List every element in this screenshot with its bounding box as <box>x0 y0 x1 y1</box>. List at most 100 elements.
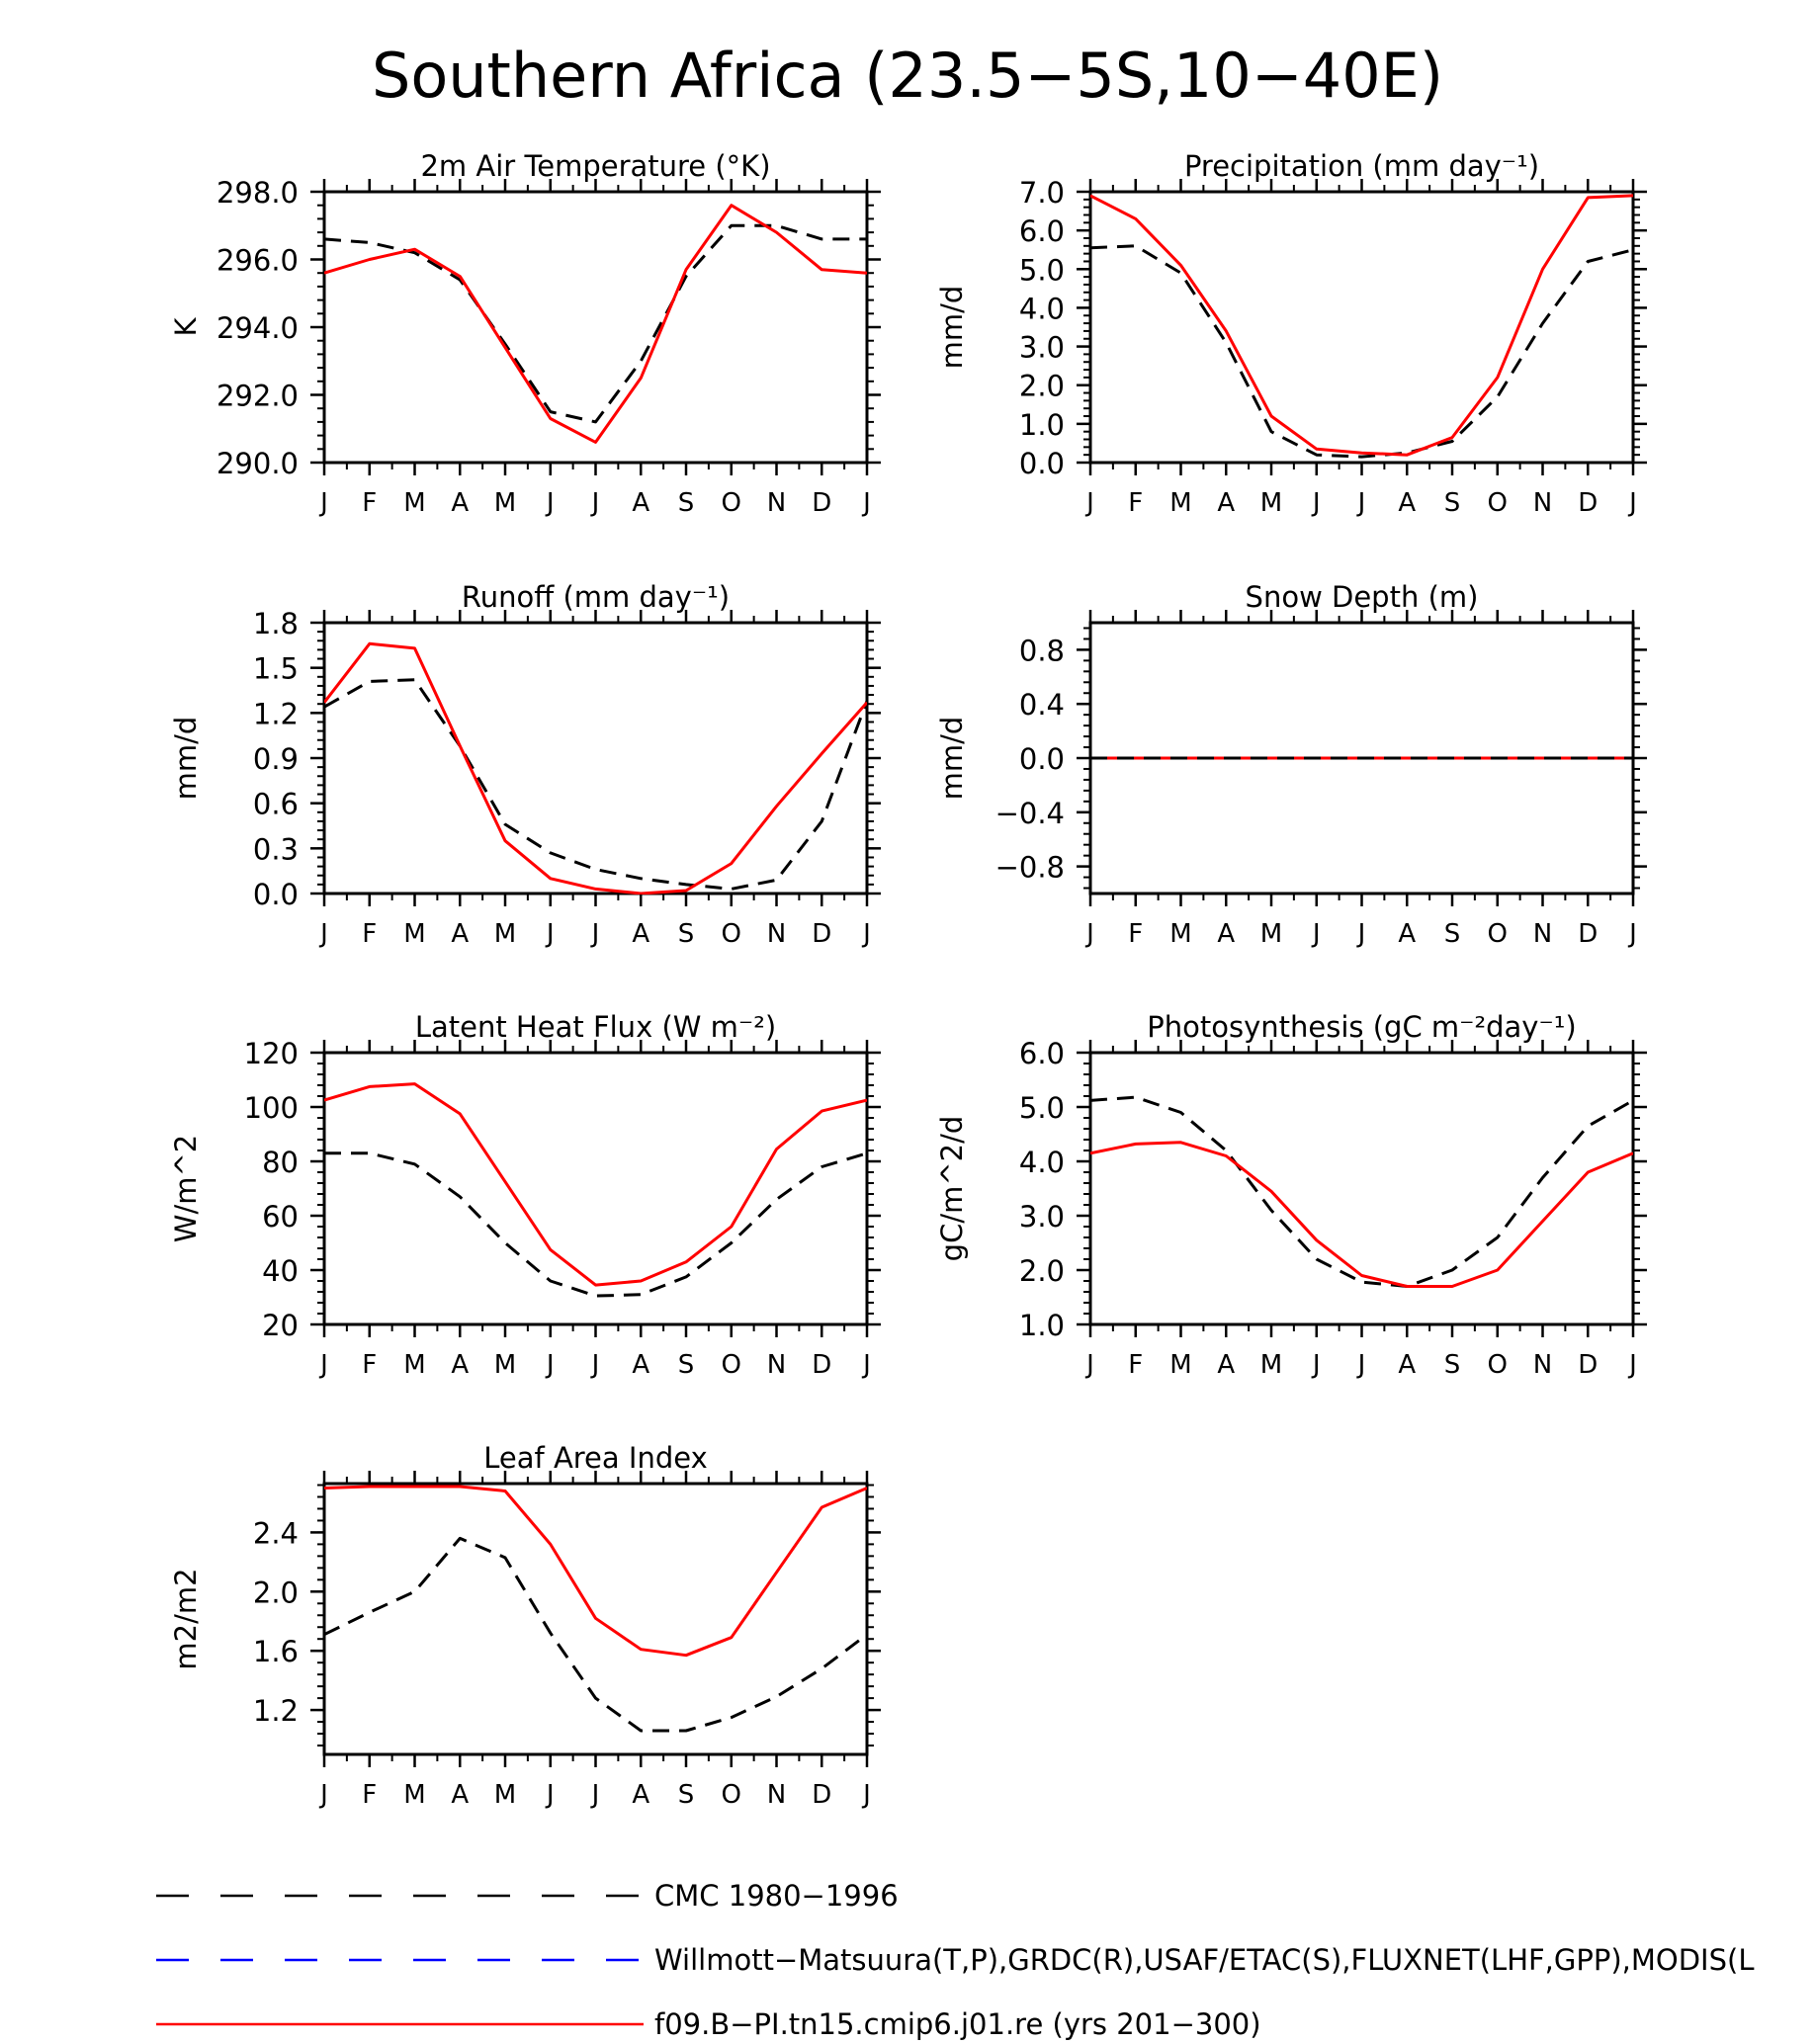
x-tick-label: J <box>1084 1350 1094 1380</box>
x-tick-label: N <box>767 488 786 518</box>
x-tick-label: J <box>861 1350 871 1380</box>
x-tick-label: O <box>722 488 741 518</box>
x-tick-label: F <box>1128 1350 1143 1380</box>
x-tick-label: O <box>1488 1350 1508 1380</box>
y-axis-label: W/m^2 <box>169 1135 203 1242</box>
x-tick-label: M <box>403 488 425 518</box>
y-axis-label: mm/d <box>169 717 203 801</box>
figure-title: Southern Africa (23.5−5S,10−40E) <box>372 40 1443 112</box>
x-tick-label: M <box>494 1350 516 1380</box>
y-axis-label: mm/d <box>935 286 969 370</box>
y-tick-label: 0.9 <box>253 742 299 776</box>
y-tick-label: 3.0 <box>1019 1200 1065 1234</box>
x-tick-label: F <box>362 1780 377 1810</box>
x-tick-label: S <box>678 1780 695 1810</box>
panel-title: Latent Heat Flux (W m⁻²) <box>415 1010 776 1044</box>
x-tick-label: A <box>1217 919 1235 949</box>
y-tick-label: 290.0 <box>216 447 299 480</box>
plot-frame <box>1088 190 1635 465</box>
x-tick-label: F <box>362 919 377 949</box>
y-tick-label: 1.6 <box>253 1635 299 1668</box>
x-tick-label: A <box>451 919 469 949</box>
x-tick-label: J <box>318 919 328 949</box>
series-line-solid <box>324 1485 867 1658</box>
y-tick-label: −0.8 <box>995 851 1065 885</box>
x-tick-label: J <box>318 1350 328 1380</box>
y-tick-label: 292.0 <box>216 380 299 413</box>
y-tick-label: 1.0 <box>1019 1309 1065 1342</box>
series-line-dashed <box>324 1536 867 1733</box>
x-tick-label: J <box>861 1780 871 1810</box>
x-tick-label: N <box>767 919 786 949</box>
legend-label: Willmott−Matsuura(T,P),GRDC(R),USAF/ETAC… <box>654 1943 1755 1977</box>
y-tick-label: 4.0 <box>1019 292 1065 325</box>
x-tick-label: O <box>1488 919 1508 949</box>
panel-title: Photosynthesis (gC m⁻²day⁻¹) <box>1147 1010 1576 1044</box>
x-tick-label: J <box>1311 488 1321 518</box>
y-tick-label: 1.2 <box>253 697 299 730</box>
x-tick-label: J <box>545 919 555 949</box>
x-tick-label: J <box>545 1350 555 1380</box>
x-tick-label: A <box>1398 488 1416 518</box>
plot-frame <box>322 621 869 895</box>
y-tick-label: 294.0 <box>216 311 299 345</box>
series-line-solid <box>1090 1141 1633 1288</box>
legend-label: f09.B−PI.tn15.cmip6.j01.re (yrs 201−300) <box>654 2007 1261 2041</box>
x-tick-label: A <box>632 488 649 518</box>
y-tick-label: 0.0 <box>253 878 299 911</box>
y-tick-label: 296.0 <box>216 244 299 278</box>
series-line-solid <box>324 1082 867 1287</box>
x-tick-label: S <box>678 1350 695 1380</box>
x-tick-label: J <box>318 1780 328 1810</box>
x-tick-label: D <box>1578 1350 1598 1380</box>
y-tick-label: 0.0 <box>1019 447 1065 480</box>
x-tick-label: M <box>403 919 425 949</box>
x-tick-label: J <box>861 488 871 518</box>
x-tick-label: J <box>1084 488 1094 518</box>
x-tick-label: N <box>1533 1350 1552 1380</box>
series-line-dashed <box>324 678 867 891</box>
x-tick-label: A <box>1398 919 1416 949</box>
x-tick-label: M <box>494 1780 516 1810</box>
x-tick-label: J <box>590 919 600 949</box>
x-tick-label: J <box>590 488 600 518</box>
y-tick-label: 20 <box>262 1309 299 1342</box>
y-tick-label: 0.4 <box>1019 688 1065 722</box>
y-tick-label: 6.0 <box>1019 214 1065 248</box>
plot-frame <box>1088 1051 1635 1326</box>
y-tick-label: 6.0 <box>1019 1037 1065 1070</box>
x-tick-label: J <box>1084 919 1094 949</box>
chart-panel: Runoff (mm day⁻¹)J F M A M J J A S O N D J0.00.30.60… <box>169 580 881 949</box>
x-tick-label: D <box>1578 488 1598 518</box>
x-tick-label: O <box>1488 488 1508 518</box>
legend: CMC 1980−1996 Willmott−Matsuura(T,P),GRDC… <box>156 1879 1755 2041</box>
x-tick-label: O <box>722 1780 741 1810</box>
x-tick-label: N <box>1533 919 1552 949</box>
x-tick-label: S <box>678 919 695 949</box>
x-tick-label: A <box>451 1350 469 1380</box>
x-tick-label: D <box>812 1780 831 1810</box>
x-tick-label: J <box>1627 1350 1637 1380</box>
x-tick-label: A <box>451 488 469 518</box>
y-tick-label: −0.4 <box>995 797 1065 830</box>
x-tick-label: M <box>403 1780 425 1810</box>
y-tick-label: 0.0 <box>1019 742 1065 776</box>
x-tick-label: A <box>632 1780 649 1810</box>
x-tick-label: J <box>1311 1350 1321 1380</box>
panel-title: Snow Depth (m) <box>1246 580 1479 614</box>
x-tick-label: O <box>722 1350 741 1380</box>
y-tick-label: 2.0 <box>253 1576 299 1609</box>
y-axis-label: K <box>169 317 203 337</box>
x-tick-label: F <box>362 488 377 518</box>
x-tick-label: N <box>1533 488 1552 518</box>
x-tick-label: J <box>590 1780 600 1810</box>
y-tick-label: 298.0 <box>216 176 299 210</box>
y-tick-label: 60 <box>262 1200 299 1234</box>
y-tick-label: 100 <box>244 1091 299 1125</box>
y-tick-label: 5.0 <box>1019 253 1065 287</box>
x-tick-label: D <box>812 1350 831 1380</box>
x-tick-label: S <box>1444 1350 1461 1380</box>
panel-title: Leaf Area Index <box>483 1441 707 1475</box>
x-tick-label: J <box>1356 919 1366 949</box>
series-line-solid <box>324 204 867 444</box>
